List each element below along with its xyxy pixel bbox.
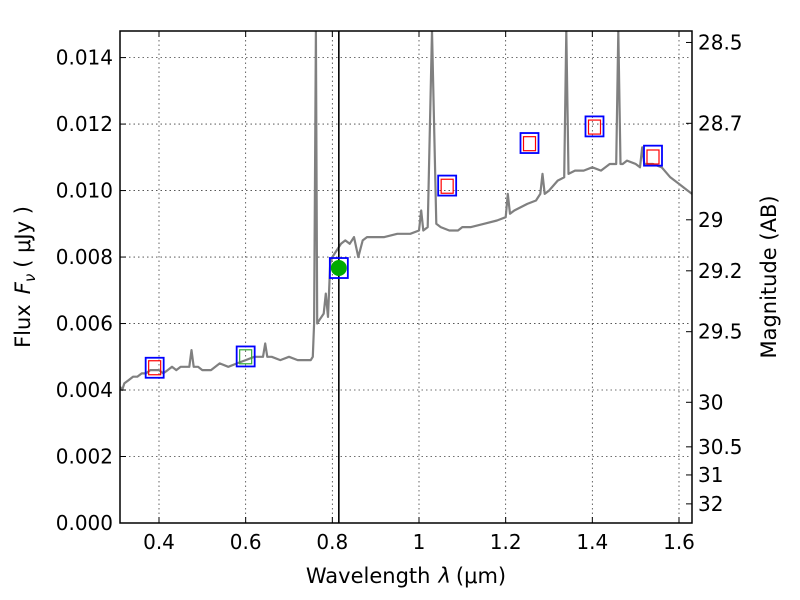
model-point-2 — [440, 178, 454, 194]
x-tick-label-3: 1 — [413, 530, 426, 554]
observed-point-0 — [144, 356, 165, 379]
x-tick-label-4: 1.2 — [490, 530, 522, 554]
mag-tick-label-1: 28.7 — [698, 111, 743, 135]
y-tick-label-7: 0.014 — [56, 46, 113, 70]
mag-tick-label-2: 29 — [698, 208, 723, 232]
x-tick-label-1: 0.6 — [230, 530, 262, 554]
y-tick-label-0: 0.000 — [56, 511, 113, 535]
model-point-5 — [646, 149, 660, 165]
mag-tick-label-4: 29.5 — [698, 320, 743, 344]
model-point-3 — [522, 136, 537, 152]
x-tick-label-6: 1.6 — [663, 530, 695, 554]
plot-area — [120, 31, 692, 523]
mag-tick-label-5: 30 — [698, 390, 723, 414]
y-tick-label-5: 0.010 — [56, 179, 113, 203]
spectrum-line — [120, 31, 692, 392]
observed-point-2 — [437, 174, 458, 197]
model-point-0 — [148, 360, 162, 376]
y-tick-label-2: 0.004 — [56, 378, 113, 402]
observed-point-1 — [235, 345, 256, 368]
observed-point-3 — [519, 132, 540, 154]
mag-tick-label-6: 30.5 — [698, 435, 743, 459]
model-point-4 — [587, 119, 602, 135]
gridlines — [120, 31, 692, 524]
y-tick-label-1: 0.002 — [56, 445, 113, 469]
selected-point-marker — [330, 260, 347, 277]
axes: 0.4 0.6 0.8 1 1.2 1.4 1.6 0.000 0.002 0.004 0.006 0… — [56, 30, 743, 554]
y-tick-label-6: 0.012 — [56, 112, 113, 136]
observed-point-4 — [584, 115, 605, 138]
x-tick-label-0: 0.4 — [143, 530, 175, 554]
x-axis-label: Wavelength λ (μm) — [306, 564, 506, 588]
selected-point-box — [328, 257, 349, 279]
mag-tick-label-8: 32 — [698, 492, 723, 516]
plot-frame — [119, 30, 693, 524]
observed-point-5 — [643, 144, 663, 167]
mag-tick-label-3: 29.2 — [698, 259, 743, 283]
secondary-y-axis-label: Magnitude (AB) — [757, 195, 781, 358]
y-tick-label-3: 0.006 — [56, 312, 113, 336]
mag-tick-label-7: 31 — [698, 463, 723, 487]
y-axis-label: FluxFν( μJy ) — [11, 206, 39, 348]
data-marks — [120, 31, 692, 523]
mag-tick-label-0: 28.5 — [698, 30, 743, 54]
model-point-1 — [239, 349, 253, 365]
y-tick-label-4: 0.008 — [56, 245, 113, 269]
x-tick-label-2: 0.8 — [316, 530, 348, 554]
x-tick-label-5: 1.4 — [576, 530, 608, 554]
